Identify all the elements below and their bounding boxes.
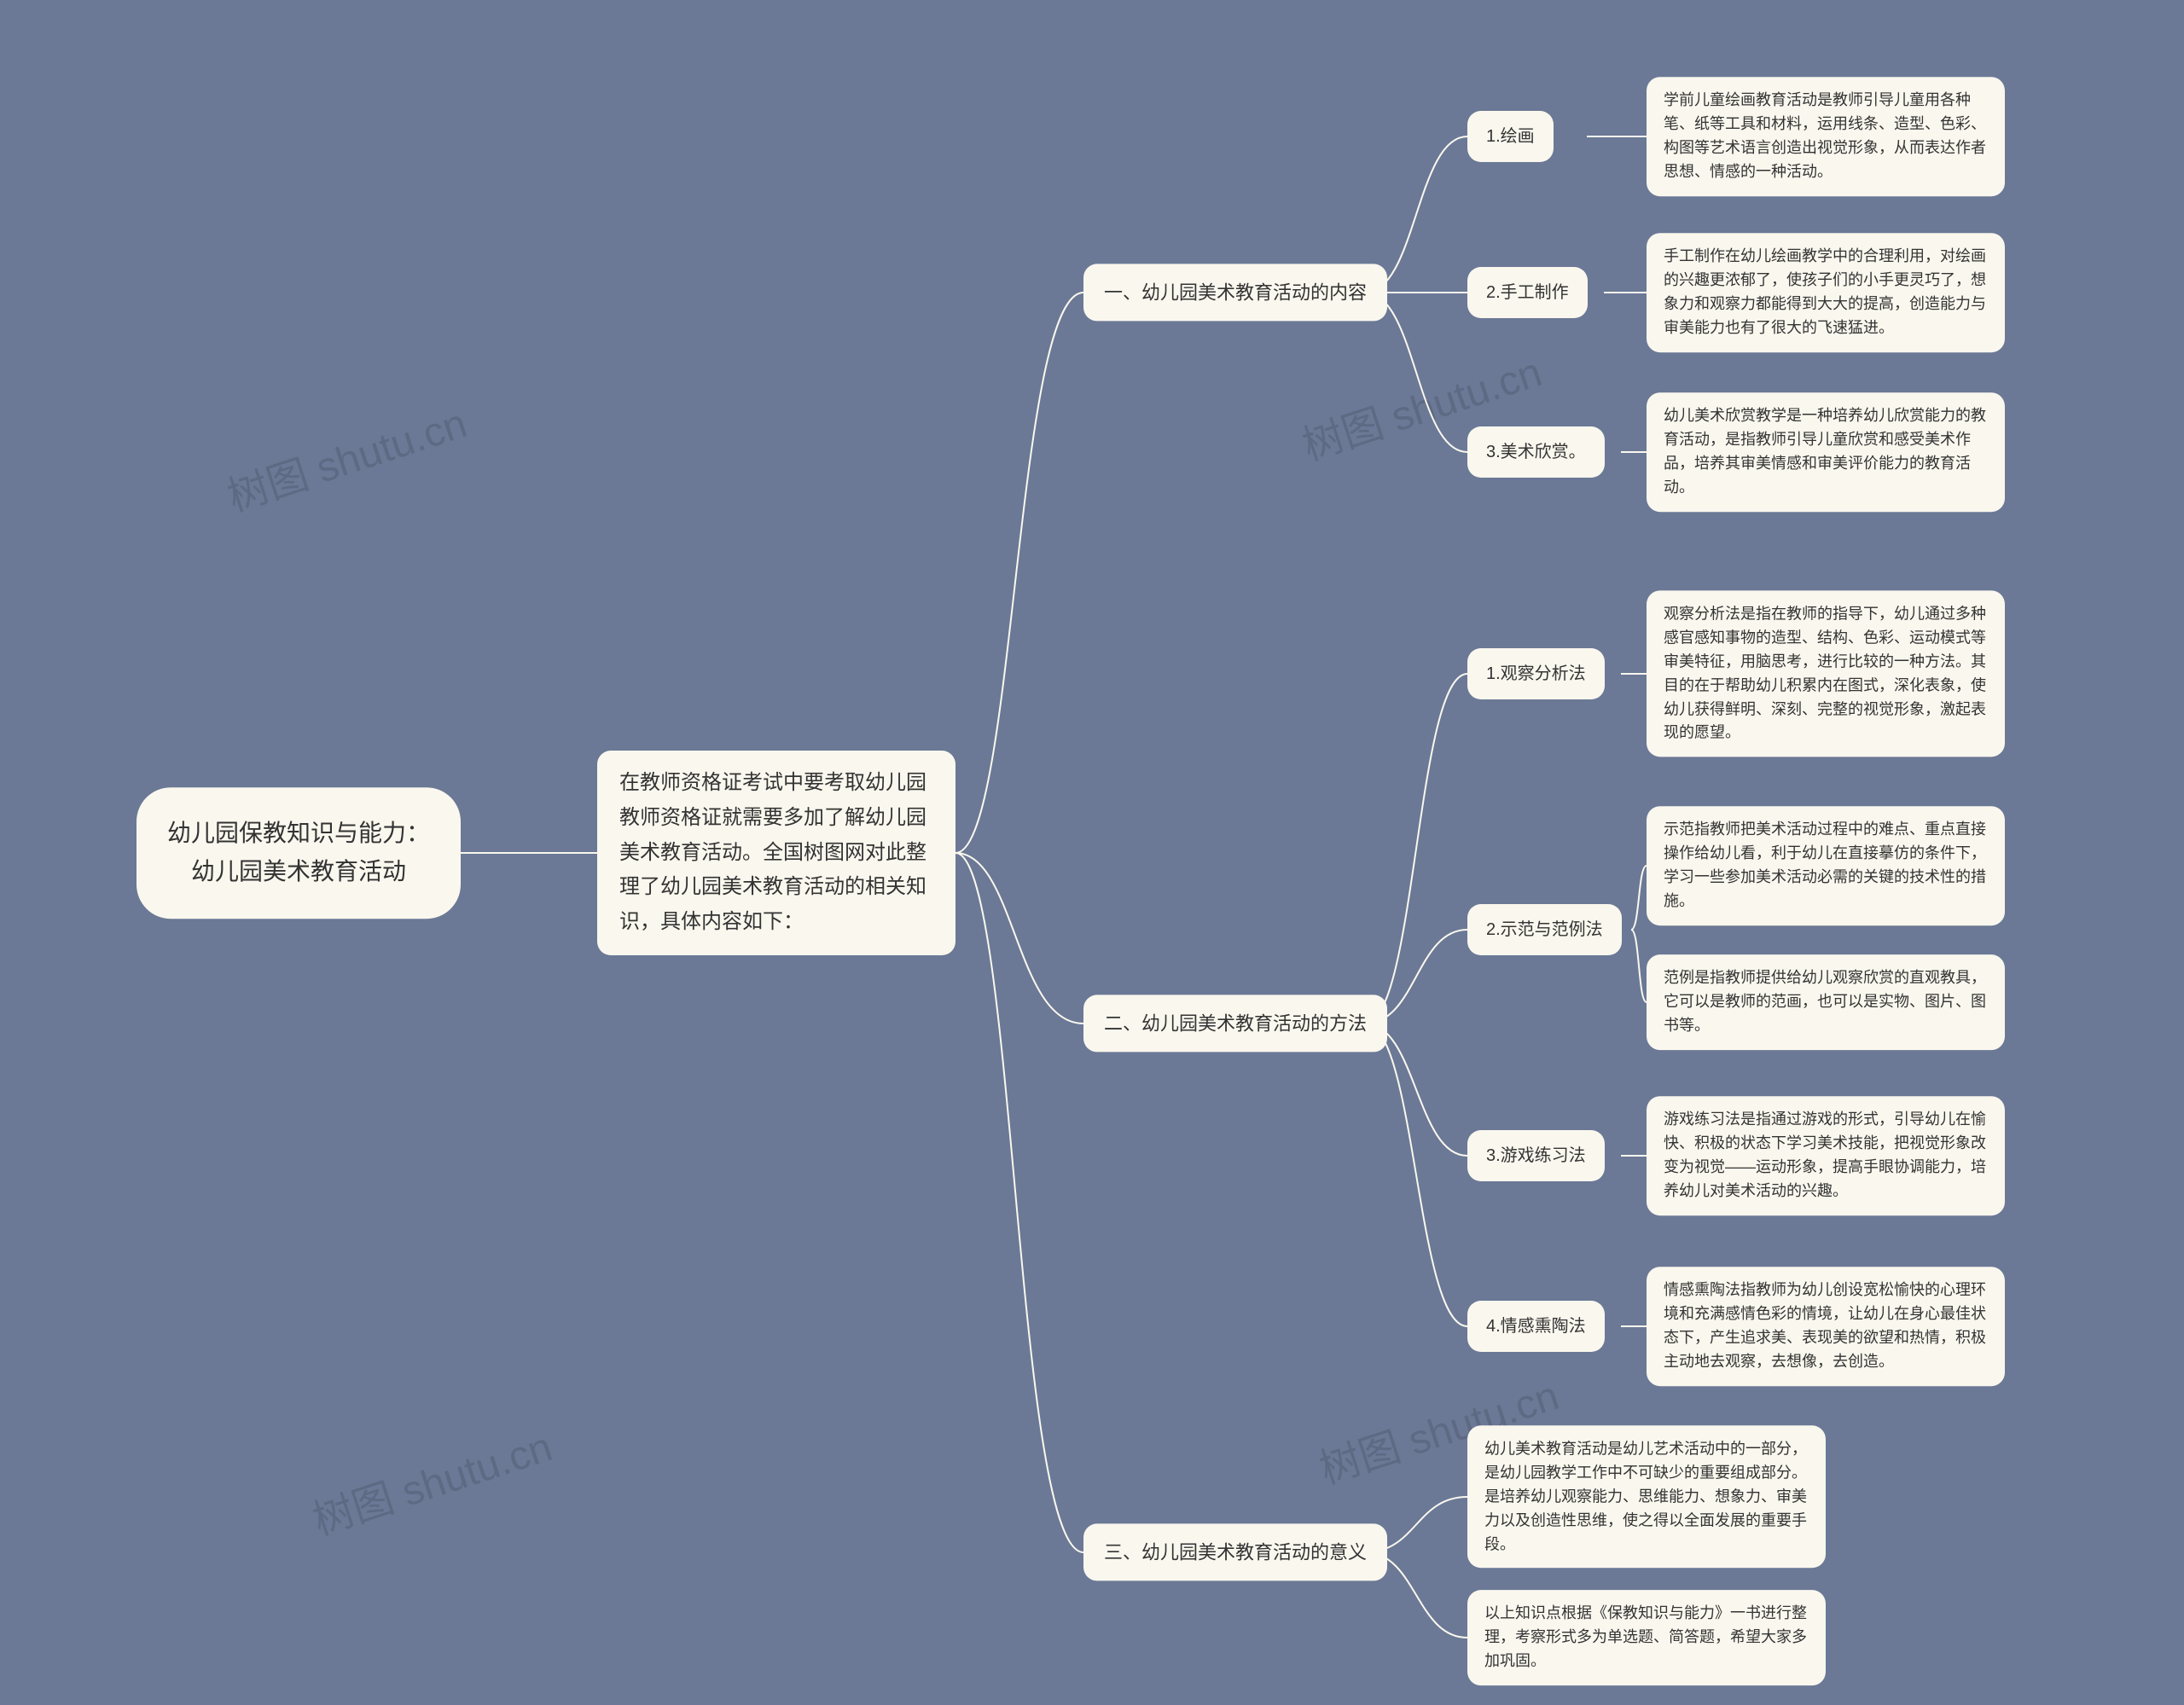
branch-2[interactable]: 二、幼儿园美术教育活动的方法	[1083, 995, 1387, 1052]
mindmap-root[interactable]: 幼儿园保教知识与能力：幼儿园美术教育活动	[136, 787, 461, 919]
branch-2-sub-3[interactable]: 3.游戏练习法	[1467, 1130, 1605, 1181]
branch-2-sub-4-detail: 情感熏陶法指教师为幼儿创设宽松愉快的心理环境和充满感情色彩的情境，让幼儿在身心最…	[1647, 1267, 2005, 1386]
branch-2-sub-1-detail: 观察分析法是指在教师的指导下，幼儿通过多种感官感知事物的造型、结构、色彩、运动模…	[1647, 590, 2005, 757]
mindmap-description[interactable]: 在教师资格证考试中要考取幼儿园教师资格证就需要多加了解幼儿园美术教育活动。全国树…	[597, 751, 956, 955]
watermark: 树图 shutu.cn	[304, 1413, 558, 1546]
branch-3-detail-1: 幼儿美术教育活动是幼儿艺术活动中的一部分，是幼儿园教学工作中不可缺少的重要组成部…	[1467, 1425, 1826, 1568]
branch-1-sub-3-detail: 幼儿美术欣赏教学是一种培养幼儿欣赏能力的教育活动，是指教师引导儿童欣赏和感受美术…	[1647, 392, 2005, 512]
branch-1-sub-2[interactable]: 2.手工制作	[1467, 267, 1588, 318]
branch-3[interactable]: 三、幼儿园美术教育活动的意义	[1083, 1523, 1387, 1580]
branch-3-detail-2: 以上知识点根据《保教知识与能力》一书进行整理，考察形式多为单选题、简答题，希望大…	[1467, 1590, 1826, 1685]
branch-1-sub-3[interactable]: 3.美术欣赏。	[1467, 426, 1605, 478]
branch-1-sub-1-detail: 学前儿童绘画教育活动是教师引导儿童用各种笔、纸等工具和材料，运用线条、造型、色彩…	[1647, 77, 2005, 196]
watermark: 树图 shutu.cn	[218, 390, 473, 523]
branch-2-sub-1[interactable]: 1.观察分析法	[1467, 648, 1605, 699]
branch-2-sub-2-detail-2: 范例是指教师提供给幼儿观察欣赏的直观教具，它可以是教师的范画，也可以是实物、图片…	[1647, 954, 2005, 1050]
branch-2-sub-2-detail-1: 示范指教师把美术活动过程中的难点、重点直接操作给幼儿看，利于幼儿在直接摹仿的条件…	[1647, 806, 2005, 925]
branch-2-sub-3-detail: 游戏练习法是指通过游戏的形式，引导幼儿在愉快、积极的状态下学习美术技能，把视觉形…	[1647, 1096, 2005, 1215]
branch-2-sub-2[interactable]: 2.示范与范例法	[1467, 904, 1622, 955]
branch-1-sub-1[interactable]: 1.绘画	[1467, 111, 1554, 162]
branch-2-sub-4[interactable]: 4.情感熏陶法	[1467, 1301, 1605, 1352]
branch-1[interactable]: 一、幼儿园美术教育活动的内容	[1083, 264, 1387, 321]
branch-1-sub-2-detail: 手工制作在幼儿绘画教学中的合理利用，对绘画的兴趣更浓郁了，使孩子们的小手更灵巧了…	[1647, 233, 2005, 352]
